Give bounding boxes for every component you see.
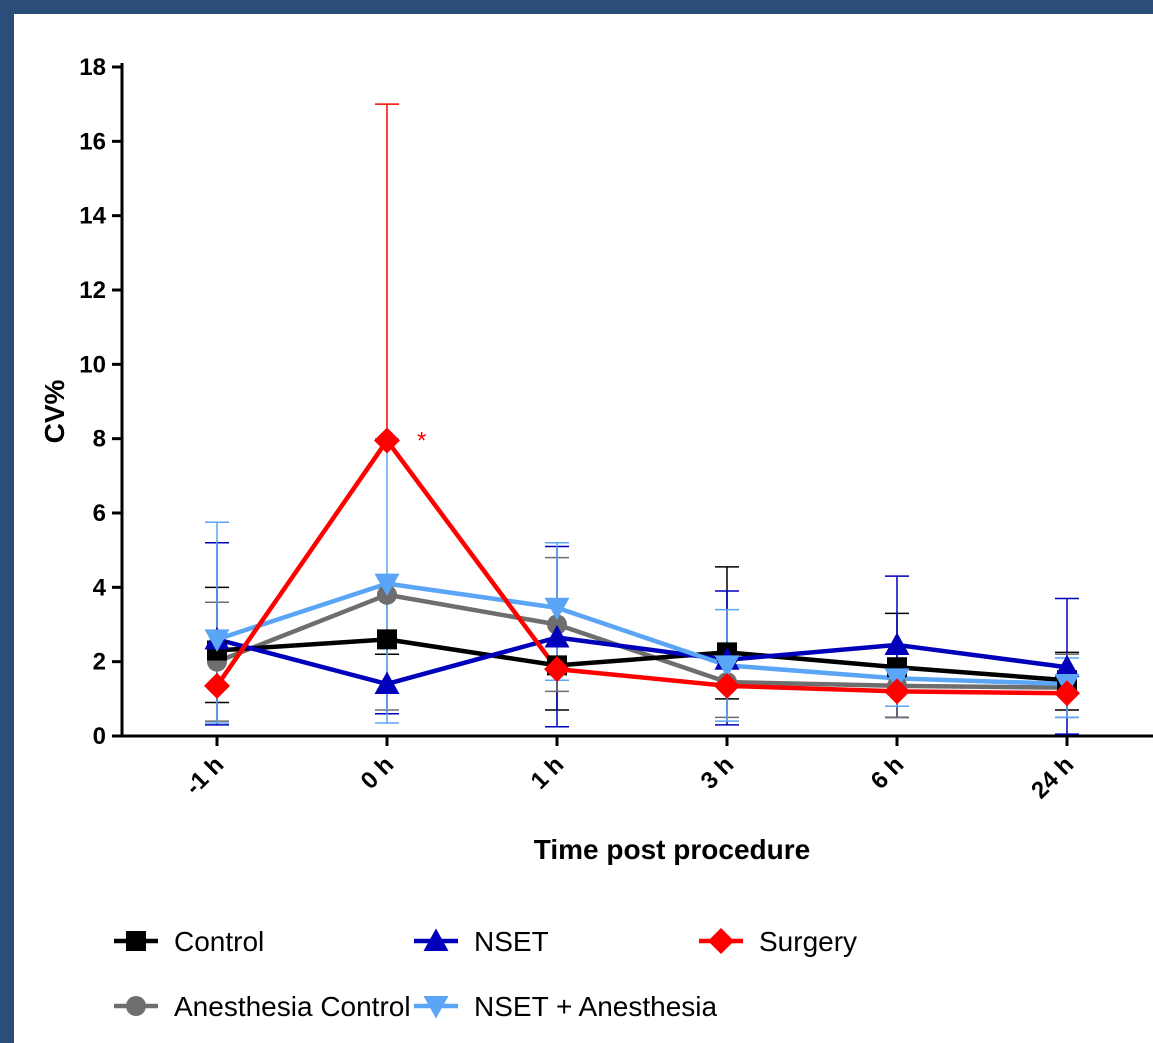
nset-anesthesia-point: [544, 597, 570, 621]
y-tick-label: 12: [79, 277, 106, 304]
nset-anesthesia-line: [216, 581, 1068, 687]
surgery-point: [374, 427, 400, 454]
legend-surgery-entry: Surgery: [699, 926, 857, 957]
x-tick-label: 24 h: [1026, 751, 1079, 804]
x-axis-title: Time post procedure: [534, 834, 810, 865]
y-tick-label: 4: [93, 574, 107, 601]
legend-nset-anesthesia-entry: NSET + Anesthesia: [414, 991, 718, 1022]
legend-control-label: Control: [174, 926, 264, 957]
control-point: [377, 629, 397, 650]
legend-nset-swatch-marker: [423, 928, 449, 951]
legend: Control NSET Surgery Anesthesia Control NSET…: [114, 926, 857, 1022]
y-tick-label: 8: [93, 426, 106, 453]
legend-surgery-label: Surgery: [759, 926, 857, 957]
surgery-point: [714, 672, 740, 699]
nset-anesthesia-point: [204, 629, 230, 652]
plot-area: 0 2 4 6 8 10 12 14 16 18 -1 h 0 h 1 h 3 h 6 h 24 h *: [79, 54, 1153, 804]
surgery-line: [215, 438, 1068, 696]
y-axis-title: CV%: [39, 380, 70, 444]
legend-anesthesia-control-label: Anesthesia Control: [174, 991, 411, 1022]
legend-control-entry: Control: [114, 926, 264, 957]
legend-nset-entry: NSET: [414, 926, 549, 957]
legend-anesthesia-control-swatch-marker: [126, 996, 146, 1016]
nset-anesthesia-point: [374, 573, 400, 597]
y-tick-label: 14: [79, 203, 106, 230]
legend-nset-label: NSET: [474, 926, 549, 957]
surgery-point: [1054, 680, 1080, 707]
control-line: [216, 637, 1068, 683]
nset-point: [1054, 654, 1080, 678]
nset-line: [216, 635, 1068, 687]
y-tick-label: 2: [93, 649, 106, 676]
x-tick-label: 3 h: [696, 751, 740, 795]
x-tick-label: 6 h: [866, 751, 910, 795]
significance-annotation: *: [417, 428, 426, 455]
surgery-point: [544, 656, 570, 683]
legend-anesthesia-control-entry: Anesthesia Control: [114, 991, 411, 1022]
nset-point: [544, 625, 570, 648]
x-tick-label: 0 h: [356, 751, 400, 795]
anesthesia-control-line: [216, 592, 1068, 690]
legend-control-swatch-marker: [126, 931, 146, 951]
line-chart: 0 2 4 6 8 10 12 14 16 18 -1 h 0 h 1 h 3 h 6 h 24 h * CV%…: [39, 54, 1153, 1022]
nset-point: [374, 671, 400, 694]
surgery-point: [204, 672, 230, 699]
surgery-point: [884, 678, 910, 705]
anesthesia-control-point: [547, 614, 567, 635]
y-tick-label: 18: [79, 54, 106, 81]
y-tick-label: 10: [79, 351, 106, 378]
y-tick-label: 6: [93, 500, 106, 527]
nset-point: [884, 632, 910, 655]
y-tick-label: 0: [93, 723, 106, 750]
legend-surgery-swatch-marker: [708, 928, 734, 954]
y-tick-label: 16: [79, 128, 106, 155]
legend-nset-anesthesia-swatch-marker: [423, 996, 449, 1019]
x-tick-label: 1 h: [526, 751, 570, 795]
legend-nset-anesthesia-label: NSET + Anesthesia: [474, 991, 718, 1022]
x-tick-label: -1 h: [180, 751, 229, 800]
nset-anesthesia-point: [714, 655, 740, 678]
